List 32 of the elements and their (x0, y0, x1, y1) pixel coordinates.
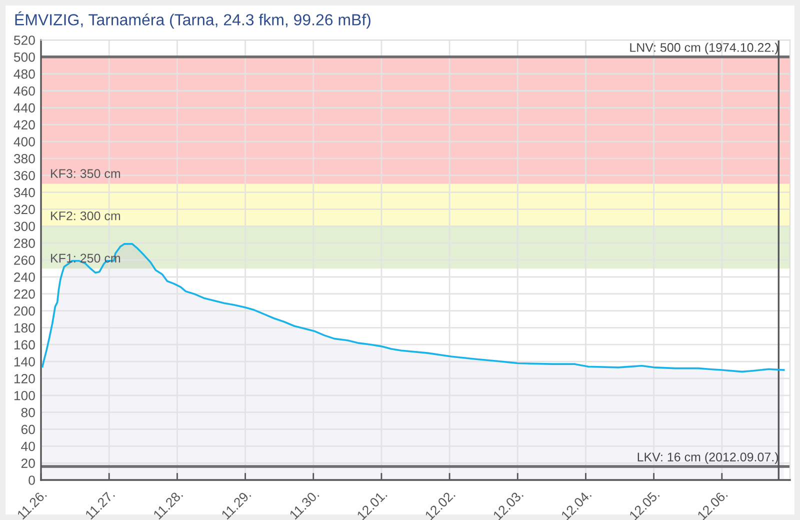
y-tick-label: 100 (14, 390, 35, 400)
y-tick-label: 420 (14, 120, 35, 130)
y-tick-label: 80 (21, 408, 35, 418)
y-tick-label: 120 (14, 374, 35, 384)
y-tick-label: 200 (14, 306, 35, 316)
y-tick-label: 240 (14, 272, 35, 282)
y-tick-label: 320 (14, 204, 35, 214)
y-tick-label: 500 (14, 52, 35, 62)
band-label: KF2: 300 cm (51, 211, 120, 220)
y-tick-label: 260 (14, 256, 35, 265)
y-tick-label: 340 (14, 188, 35, 198)
y-tick-label: 180 (14, 323, 35, 333)
y-tick-label: 160 (14, 340, 35, 350)
y-tick-label: 360 (14, 170, 35, 180)
y-tick-label: 520 (14, 36, 35, 45)
y-tick-label: 20 (21, 458, 35, 468)
y-tick-label: 440 (14, 103, 35, 113)
y-tick-label: 300 (14, 222, 35, 232)
chart-title: ÉMVIZIG, Tarnaméra (Tarna, 24.3 fkm, 99.26 mBf) (15, 11, 370, 29)
y-tick-label: 380 (14, 154, 35, 164)
ref-line-label: LKV: 16 cm (2012.09.07.) (638, 452, 778, 464)
y-tick-label: 220 (14, 289, 35, 299)
y-tick-label: 280 (14, 238, 35, 248)
y-tick-label: 40 (21, 442, 35, 452)
y-tick-label: 400 (14, 137, 35, 146)
y-tick-label: 460 (14, 86, 35, 96)
ref-line-label: LNV: 500 cm (1974.10.22.) (630, 42, 778, 54)
band-label: KF3: 350 cm (51, 169, 120, 178)
y-tick-label: 140 (14, 357, 35, 366)
y-tick-label: 0 (28, 476, 35, 485)
y-tick-label: 480 (14, 69, 35, 79)
y-tick-label: 60 (21, 424, 35, 434)
